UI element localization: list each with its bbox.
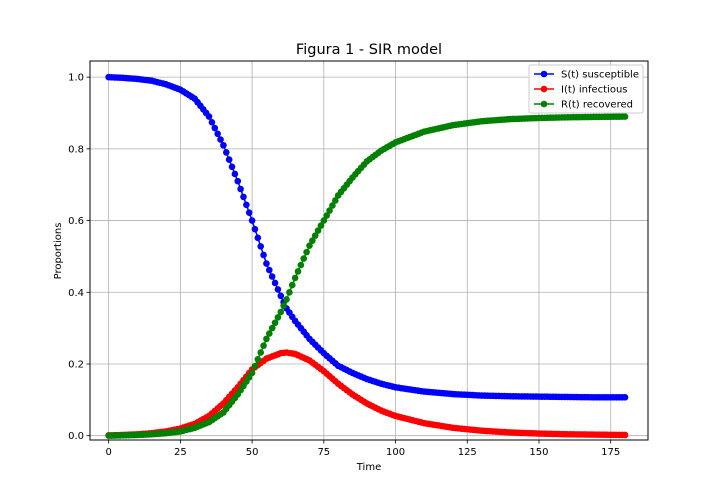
legend-marker bbox=[540, 85, 548, 93]
data-point bbox=[306, 242, 313, 249]
data-point bbox=[280, 302, 287, 310]
x-tick-label: 75 bbox=[317, 447, 330, 458]
data-point bbox=[248, 217, 256, 224]
data-point bbox=[323, 212, 330, 219]
y-tick-label: 1.0 bbox=[68, 73, 84, 84]
x-tick-label: 0 bbox=[105, 447, 111, 458]
data-point bbox=[254, 356, 262, 363]
legend-box bbox=[528, 64, 644, 114]
plot-frame bbox=[89, 60, 649, 441]
data-point bbox=[277, 308, 285, 316]
x-tick-label: 100 bbox=[386, 447, 405, 458]
series-layer bbox=[105, 73, 629, 439]
data-point bbox=[288, 281, 296, 289]
data-point bbox=[271, 279, 279, 287]
data-point bbox=[266, 266, 273, 274]
data-point bbox=[222, 149, 230, 156]
data-point bbox=[326, 207, 333, 214]
series-2 bbox=[105, 113, 629, 439]
data-point bbox=[621, 113, 629, 120]
data-point bbox=[245, 209, 253, 216]
data-point bbox=[621, 394, 629, 401]
data-point bbox=[220, 141, 227, 149]
data-point bbox=[228, 163, 236, 171]
data-point bbox=[263, 260, 270, 267]
data-point bbox=[320, 217, 328, 224]
data-point bbox=[277, 292, 285, 300]
data-point bbox=[297, 261, 305, 269]
y-axis-label: Proportions bbox=[53, 223, 64, 280]
data-point bbox=[283, 296, 290, 303]
legend: S(t) susceptible I(t) infectious R(t) reco… bbox=[528, 64, 644, 114]
data-point bbox=[286, 288, 293, 296]
data-point bbox=[234, 177, 242, 185]
legend-marker bbox=[540, 70, 548, 78]
data-point bbox=[274, 314, 282, 321]
data-point bbox=[274, 286, 282, 293]
data-point bbox=[208, 119, 216, 126]
y-tick-label: 0.6 bbox=[68, 216, 84, 227]
y-tick-label: 0.2 bbox=[68, 359, 84, 370]
data-point bbox=[271, 319, 279, 327]
data-point bbox=[240, 193, 247, 201]
data-point bbox=[260, 342, 267, 349]
data-point bbox=[214, 130, 221, 138]
data-point bbox=[263, 335, 270, 343]
series-0 bbox=[105, 73, 629, 401]
data-point bbox=[329, 202, 336, 209]
data-point bbox=[254, 234, 262, 242]
x-tick-label: 125 bbox=[458, 447, 477, 458]
data-point bbox=[294, 268, 302, 275]
data-point bbox=[251, 362, 259, 370]
data-point bbox=[237, 185, 244, 193]
data-point bbox=[268, 273, 276, 280]
legend-label: S(t) susceptible bbox=[561, 70, 639, 81]
y-tick-label: 0.4 bbox=[68, 288, 84, 299]
data-point bbox=[257, 349, 264, 356]
data-point bbox=[260, 251, 267, 259]
x-tick-label: 150 bbox=[529, 447, 548, 458]
grid bbox=[90, 61, 648, 440]
data-point bbox=[251, 225, 259, 233]
data-point bbox=[248, 369, 256, 377]
y-tick-label: 0.8 bbox=[68, 144, 84, 155]
data-point bbox=[268, 324, 276, 332]
x-tick-label: 175 bbox=[601, 447, 620, 458]
data-point bbox=[621, 431, 629, 439]
data-point bbox=[211, 124, 219, 132]
data-point bbox=[231, 170, 239, 178]
data-point bbox=[205, 113, 213, 120]
ticks: 0 25 50 75 100 125 150 175 0.0 0.2 0.4 0.6 0.8 1.0 bbox=[68, 73, 620, 458]
x-tick-label: 25 bbox=[174, 447, 187, 458]
data-point bbox=[243, 201, 250, 209]
data-point bbox=[217, 136, 224, 143]
y-tick-label: 0.0 bbox=[68, 431, 84, 442]
data-point bbox=[303, 248, 310, 256]
x-axis-label: Time bbox=[356, 462, 381, 473]
chart-title: Figura 1 - SIR model bbox=[296, 42, 442, 58]
x-tick-label: 50 bbox=[246, 447, 259, 458]
legend-marker bbox=[540, 100, 548, 108]
data-point bbox=[311, 232, 319, 239]
data-point bbox=[291, 274, 299, 282]
data-point bbox=[257, 243, 264, 250]
data-point bbox=[309, 237, 316, 244]
data-point bbox=[300, 255, 308, 262]
data-point bbox=[314, 227, 322, 234]
data-point bbox=[225, 156, 233, 163]
data-point bbox=[266, 330, 273, 337]
legend-label: I(t) infectious bbox=[561, 85, 628, 96]
data-point bbox=[331, 197, 339, 204]
data-point bbox=[317, 222, 325, 229]
legend-label: R(t) recovered bbox=[561, 100, 633, 111]
